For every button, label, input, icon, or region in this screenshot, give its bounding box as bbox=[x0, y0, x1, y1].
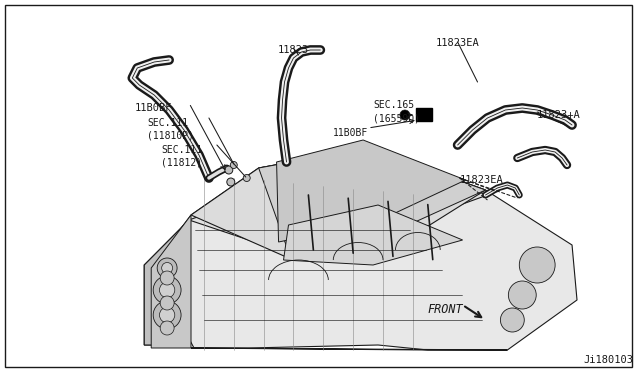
Circle shape bbox=[153, 276, 181, 304]
Circle shape bbox=[400, 110, 410, 120]
Text: 11B0BF: 11B0BF bbox=[333, 128, 369, 138]
Circle shape bbox=[160, 296, 174, 310]
Circle shape bbox=[160, 321, 174, 335]
Circle shape bbox=[159, 307, 175, 323]
Circle shape bbox=[153, 301, 181, 329]
Text: 11823EA: 11823EA bbox=[460, 175, 504, 185]
Circle shape bbox=[500, 308, 524, 332]
Circle shape bbox=[243, 174, 250, 182]
Text: FRONT: FRONT bbox=[428, 303, 463, 316]
Text: 11823: 11823 bbox=[278, 45, 309, 55]
Polygon shape bbox=[189, 155, 488, 260]
Polygon shape bbox=[191, 148, 486, 258]
Text: (16559Q): (16559Q) bbox=[373, 113, 420, 123]
Circle shape bbox=[230, 161, 237, 169]
Text: Ji180103: Ji180103 bbox=[584, 355, 634, 365]
Circle shape bbox=[508, 281, 536, 309]
Circle shape bbox=[160, 271, 174, 285]
Text: (11810P): (11810P) bbox=[147, 130, 194, 140]
Text: 11823EA: 11823EA bbox=[436, 38, 479, 48]
Circle shape bbox=[157, 258, 177, 278]
Polygon shape bbox=[151, 215, 191, 348]
Circle shape bbox=[519, 247, 555, 283]
Text: SEC.111: SEC.111 bbox=[161, 145, 202, 155]
Text: SEC.165: SEC.165 bbox=[373, 100, 414, 110]
Circle shape bbox=[227, 178, 235, 186]
Polygon shape bbox=[191, 348, 508, 350]
Text: SEC.111: SEC.111 bbox=[147, 118, 188, 128]
Text: 11B0BF: 11B0BF bbox=[134, 103, 172, 113]
Text: 11823+A: 11823+A bbox=[537, 110, 581, 120]
Circle shape bbox=[225, 166, 233, 174]
Circle shape bbox=[159, 282, 175, 298]
Polygon shape bbox=[284, 205, 463, 265]
Polygon shape bbox=[276, 140, 465, 242]
Polygon shape bbox=[144, 220, 189, 345]
Text: (11812): (11812) bbox=[161, 157, 202, 167]
Bar bbox=[416, 108, 432, 121]
Circle shape bbox=[162, 263, 173, 273]
Polygon shape bbox=[151, 148, 577, 350]
Polygon shape bbox=[259, 148, 486, 252]
Polygon shape bbox=[144, 220, 189, 345]
